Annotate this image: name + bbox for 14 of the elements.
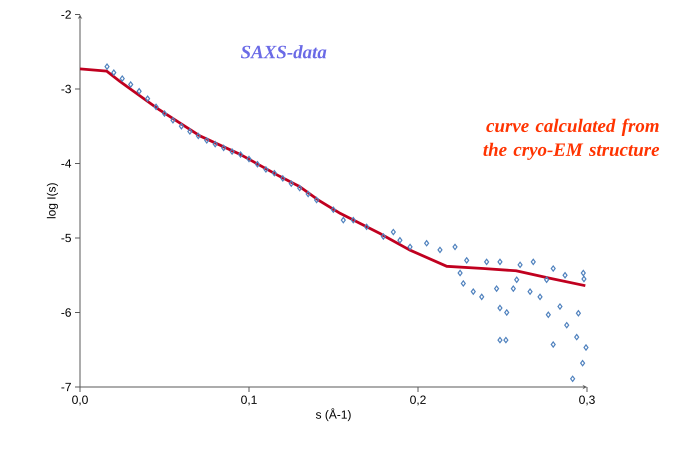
- x-tick-label: 0,1: [241, 396, 257, 406]
- annotation: curve calculated from the cryo-EM structure: [483, 118, 660, 160]
- y-tick-label: -7: [61, 382, 71, 392]
- x-tick-label: 0,0: [72, 396, 88, 406]
- y-tick-label: -2: [61, 10, 71, 19]
- y-axis-title: log I(s): [46, 183, 58, 218]
- y-tick-label: -4: [61, 159, 72, 168]
- x-axis-title: s (Å-1): [316, 408, 351, 422]
- y-tick-label: -3: [61, 84, 71, 94]
- x-tick-label: 0,3: [579, 396, 595, 406]
- y-tick-label: -6: [61, 308, 71, 317]
- annotation: SAXS-data: [240, 45, 326, 58]
- x-tick-label: 0,2: [410, 396, 426, 406]
- y-tick-label: -5: [61, 234, 71, 242]
